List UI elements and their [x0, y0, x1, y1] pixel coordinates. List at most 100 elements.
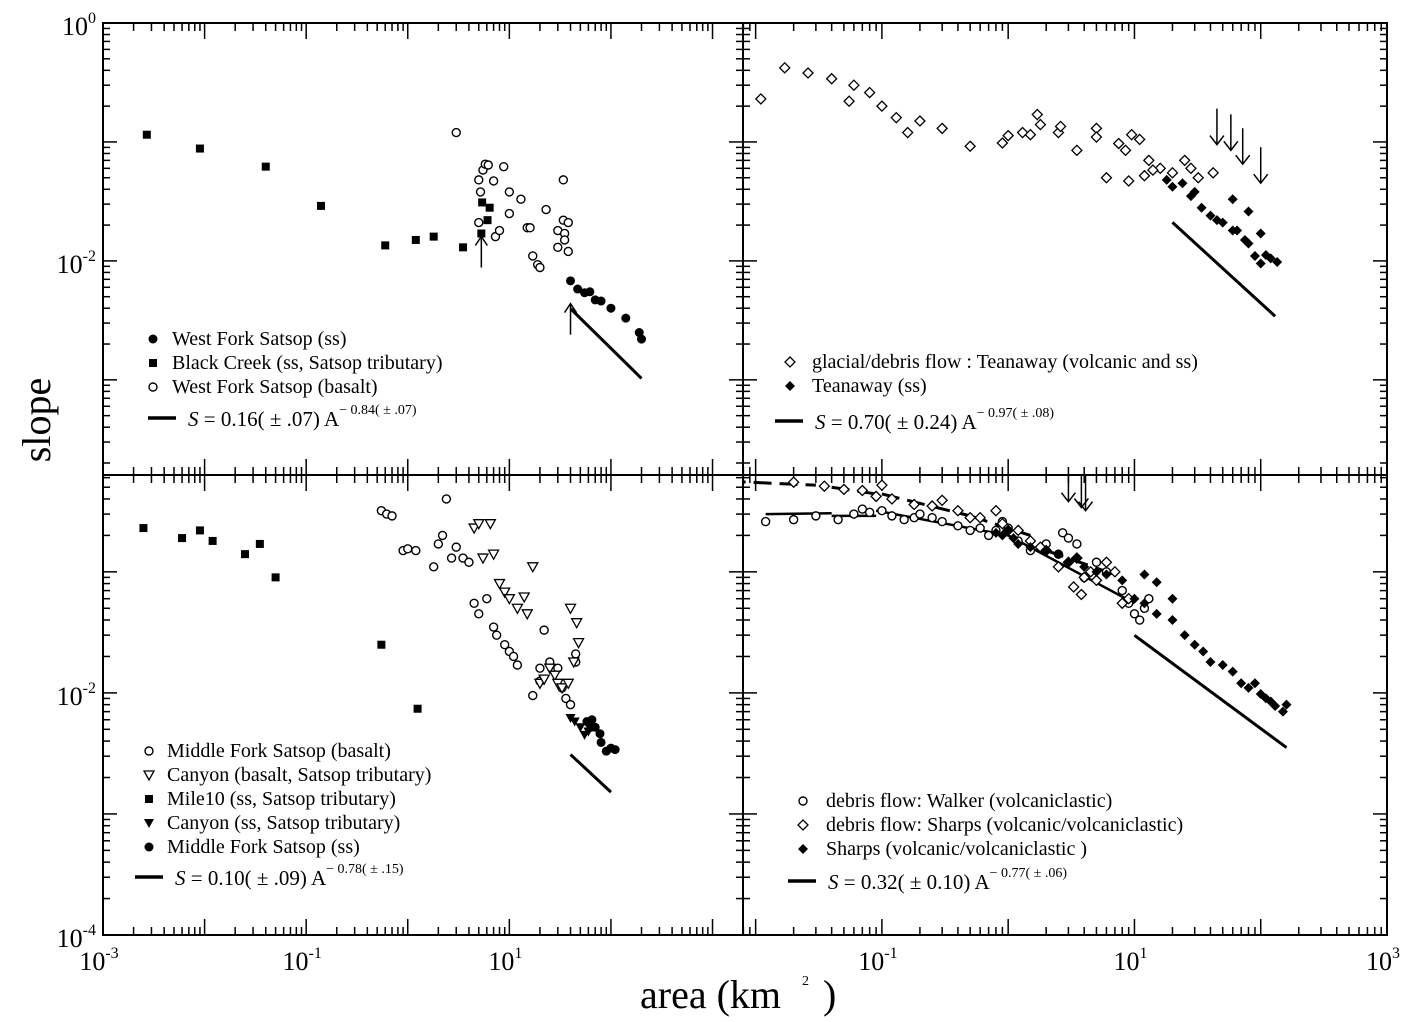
point-filled-diamond — [785, 381, 795, 391]
point-open-diamond — [870, 490, 883, 503]
point-open-diamond — [723, 477, 733, 487]
point-open-triangle — [518, 592, 531, 604]
point-open-circle — [535, 262, 545, 273]
point-open-diamond — [1138, 169, 1151, 182]
point-filled-circle — [144, 842, 154, 852]
point-open-diamond — [1054, 120, 1067, 133]
point-open-circle — [1134, 615, 1145, 625]
point-filled-diamond — [1196, 202, 1207, 213]
fit-line-regression — [1133, 634, 1288, 749]
fit-line-regression — [569, 307, 643, 380]
point-open-circle — [528, 251, 538, 261]
legend-entry: Sharps (volcanic/volcaniclastic ) — [826, 838, 1087, 860]
arrow-down-head — [1077, 501, 1094, 512]
point-open-triangle — [472, 519, 485, 531]
arrow-down-head — [1235, 154, 1251, 166]
point-open-diamond — [1100, 556, 1113, 569]
fit-line-dashed — [744, 480, 816, 487]
point-open-triangle — [548, 670, 561, 682]
point-open-triangle — [503, 594, 516, 606]
point-open-circle — [516, 194, 526, 204]
point-filled-diamond — [1151, 577, 1162, 588]
point-open-diamond — [1100, 171, 1113, 184]
point-open-diamond — [1034, 118, 1047, 131]
fit-line-dashed — [881, 492, 971, 518]
point-open-circle — [1091, 557, 1102, 567]
x-axis-label-sup: 2 — [802, 974, 809, 989]
panel-top-left — [142, 127, 647, 380]
legend-entry: glacial/debris flow : Teanaway (volcanic… — [812, 351, 1198, 373]
point-open-triangle — [142, 770, 156, 782]
x-tick-label: 10-3 — [79, 945, 118, 976]
arrow-up-head — [474, 235, 488, 246]
point-open-circle — [760, 516, 771, 527]
point-open-triangle — [498, 587, 511, 599]
point-open-triangle — [564, 603, 577, 615]
point-filled-square — [145, 795, 153, 803]
point-filled-square — [477, 229, 486, 238]
legend-entry: West Fork Satsop (ss) — [172, 328, 347, 350]
point-open-diamond — [1024, 128, 1037, 141]
x-axis-label-close: ) — [823, 972, 836, 1017]
point-open-diamond — [797, 819, 809, 831]
point-open-diamond — [778, 61, 791, 74]
point-filled-diamond — [1179, 630, 1190, 641]
point-filled-diamond — [1270, 700, 1281, 711]
point-open-triangle — [487, 549, 500, 561]
point-filled-diamond — [1249, 678, 1260, 689]
point-filled-diamond — [1272, 256, 1283, 267]
point-filled-diamond — [1063, 557, 1074, 568]
point-open-triangle — [538, 674, 551, 686]
x-tick-label: 103 — [1366, 945, 1400, 976]
point-filled-diamond — [1255, 228, 1266, 239]
point-filled-diamond — [1236, 678, 1247, 689]
point-filled-diamond — [1167, 181, 1178, 192]
point-open-circle — [483, 160, 493, 170]
point-filled-triangle — [569, 717, 580, 727]
point-open-triangle — [476, 553, 490, 565]
point-open-circle — [499, 161, 509, 172]
point-open-diamond — [996, 517, 1009, 530]
point-open-triangle — [572, 638, 585, 649]
point-open-triangle — [543, 663, 556, 675]
point-filled-circle — [621, 313, 631, 323]
point-open-diamond — [1207, 166, 1220, 179]
point-open-circle — [563, 246, 573, 257]
legends: West Fork Satsop (ss)Black Creek (ss, Sa… — [135, 328, 1198, 894]
point-filled-diamond — [1198, 646, 1209, 657]
fit-line-regression — [1171, 221, 1277, 318]
point-open-diamond — [901, 126, 914, 139]
point-open-circle — [553, 242, 563, 253]
point-open-diamond — [837, 483, 850, 496]
point-filled-triangle — [144, 819, 154, 828]
point-open-circle — [491, 630, 502, 640]
point-filled-diamond — [1053, 549, 1064, 560]
point-filled-diamond — [1139, 598, 1150, 609]
fit-line-regression — [569, 753, 612, 794]
point-open-circle — [565, 699, 576, 710]
point-open-circle — [975, 523, 985, 533]
point-filled-diamond — [1091, 566, 1102, 577]
point-filled-circle — [606, 303, 616, 313]
point-filled-square — [241, 550, 250, 559]
point-open-circle — [469, 598, 479, 608]
legend-entry: debris flow: Sharps (volcanic/volcanicla… — [826, 814, 1183, 836]
point-filled-diamond — [1189, 639, 1200, 650]
point-open-circle — [525, 223, 535, 233]
x-tick-label: 10-1 — [283, 945, 322, 976]
point-open-circle — [488, 622, 499, 632]
point-open-diamond — [1090, 574, 1103, 587]
legend-entry: Canyon (ss, Satsop tributary) — [167, 812, 400, 834]
fit-line-dashed — [831, 485, 877, 496]
point-open-diamond — [856, 484, 869, 497]
legend-entry: Black Creek (ss, Satsop tributary) — [172, 352, 443, 374]
point-filled-circle — [587, 715, 597, 725]
point-open-triangle — [562, 678, 575, 690]
point-open-circle — [148, 382, 158, 392]
point-open-circle — [475, 187, 486, 197]
point-open-diamond — [1112, 137, 1125, 150]
point-open-diamond — [952, 504, 964, 517]
point-filled-diamond — [1013, 538, 1024, 549]
point-open-circle — [1117, 585, 1127, 596]
point-filled-diamond — [1079, 561, 1090, 572]
